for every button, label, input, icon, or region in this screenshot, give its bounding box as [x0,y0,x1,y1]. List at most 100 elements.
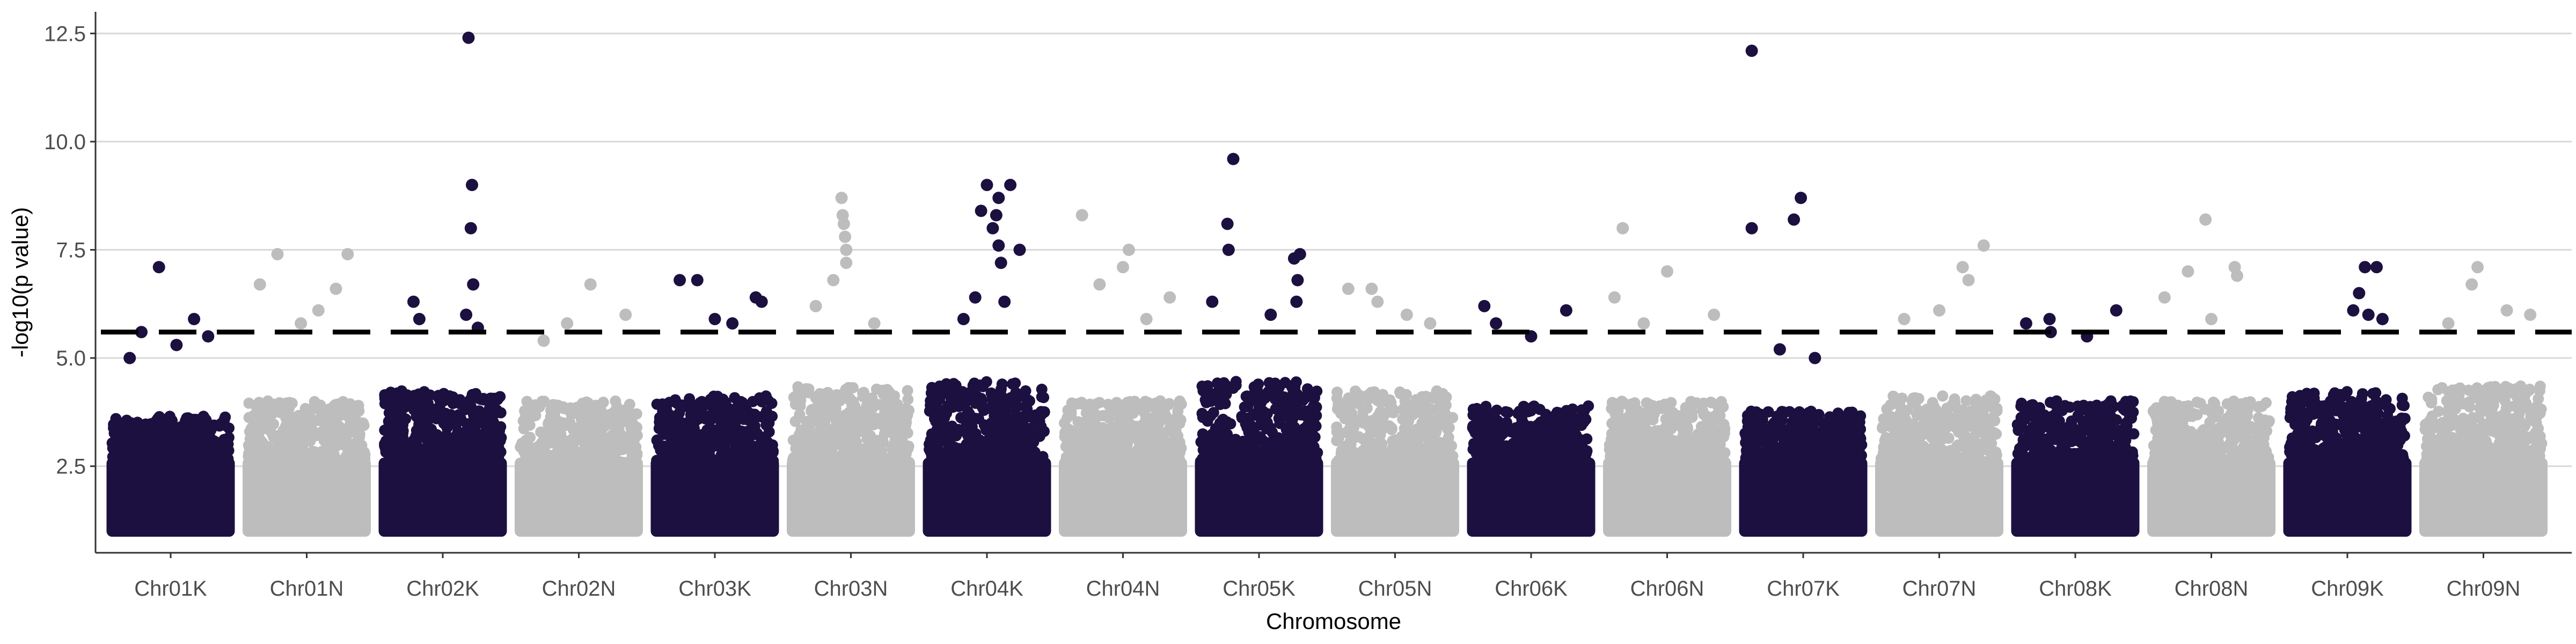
data-point [883,424,895,436]
data-point [353,405,365,417]
significant-point [980,179,993,192]
data-point [991,457,1002,469]
significant-point [726,317,739,330]
chromosome-group-chr05k [1195,152,1323,537]
significant-point [1290,295,1303,308]
significant-point [868,317,881,330]
data-point [314,399,326,411]
significant-point [1291,274,1304,287]
data-point [1001,440,1013,452]
data-point [1302,465,1314,476]
data-point [252,463,264,475]
data-point [1209,388,1221,400]
chromosome-group-chr03n [787,192,915,537]
data-point [421,435,433,446]
significant-point [295,317,308,330]
data-point [1062,460,1074,471]
data-point [1139,396,1151,407]
data-point [130,426,142,437]
data-point [434,401,445,413]
significant-point [994,257,1007,269]
significant-point [1163,291,1176,304]
data-point [1236,412,1248,424]
data-point [690,415,701,427]
data-point [245,422,257,434]
data-point [1251,382,1263,394]
data-point [1291,463,1302,475]
data-point [207,463,218,475]
data-point [1163,398,1175,409]
data-point [478,394,489,406]
data-point [463,443,475,455]
significant-point [837,217,850,230]
data-point [993,424,1005,436]
data-point [401,389,413,401]
data-point [456,465,467,477]
significant-point [969,291,982,304]
data-point [299,447,311,458]
data-point [563,416,575,428]
data-point [106,463,118,474]
data-point [1268,435,1279,447]
data-point [392,429,404,441]
data-point [756,440,767,451]
data-point [424,444,436,456]
data-point [1027,464,1039,476]
data-point [475,460,487,472]
data-point [1302,447,1314,458]
data-point [1197,385,1209,397]
data-point [1129,464,1140,475]
data-point [135,442,147,454]
significant-point [1093,278,1106,291]
data-point [705,456,716,468]
significant-point [992,239,1005,252]
data-point [406,463,418,474]
data-point [1278,391,1290,403]
data-point [957,412,969,424]
data-point [748,451,760,463]
data-point [847,396,859,408]
data-point [1060,441,1072,452]
significant-point [253,278,266,291]
data-point [830,420,842,432]
data-point [1059,418,1070,429]
data-point [1084,462,1095,474]
significant-point [975,204,987,217]
data-point [870,462,882,474]
data-point [253,413,265,425]
data-point [839,464,851,475]
data-point [730,437,742,449]
data-point [618,443,630,455]
dense-point-band [515,457,643,537]
data-point [166,421,178,433]
data-point [268,432,280,444]
data-point [1114,451,1125,463]
data-point [397,419,409,431]
data-point [299,402,311,414]
data-point [1275,457,1287,469]
data-point [1229,435,1241,446]
data-point [903,405,914,416]
data-point [527,403,539,415]
data-point [184,438,195,450]
data-point [317,445,328,457]
data-point [847,382,859,393]
data-point [357,465,369,477]
data-points [106,31,2548,537]
data-point [659,444,671,456]
data-point [1241,390,1253,402]
data-point [564,450,575,462]
data-point [537,446,549,458]
significant-point [1140,313,1153,325]
data-point [1203,451,1215,463]
data-point [806,434,817,446]
data-point [1076,398,1087,410]
significant-point [1222,244,1235,256]
significant-point [462,31,475,44]
data-point [651,435,663,446]
data-point [1202,415,1213,427]
significant-point [691,274,704,287]
significant-point [123,352,136,364]
chromosome-group-chr04n [1059,209,1187,537]
data-point [310,430,321,442]
